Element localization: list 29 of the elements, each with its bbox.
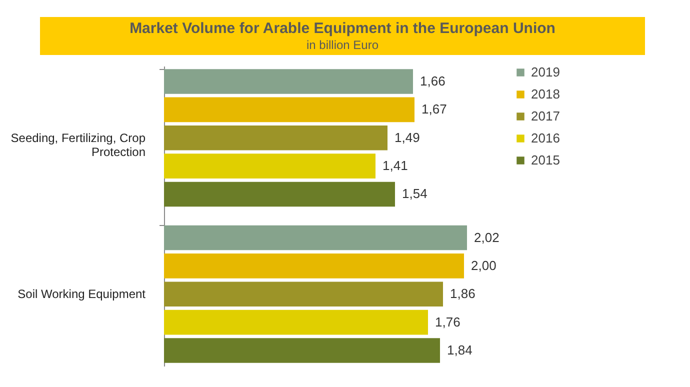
data-label: 1,49: [394, 130, 420, 145]
bar: [164, 97, 414, 122]
bar: [164, 254, 464, 278]
chart-subtitle: in billion Euro: [305, 38, 380, 52]
legend-label: 2018: [531, 86, 560, 102]
data-label: 1,86: [450, 286, 476, 302]
bar: [164, 125, 388, 150]
data-label: 1,76: [435, 314, 460, 330]
legend-label: 2019: [531, 64, 560, 80]
legend-label: 2016: [531, 130, 560, 146]
data-label: 2,00: [471, 258, 496, 273]
bar: [164, 282, 443, 307]
bar: [164, 69, 413, 94]
data-label: 1,41: [382, 158, 408, 174]
legend-label: 2015: [531, 152, 560, 168]
legend-label: 2017: [531, 108, 560, 124]
bar: [164, 225, 467, 250]
chart-title: Market Volume for Arable Equipment in the European Union: [128, 20, 556, 37]
bar: [164, 154, 376, 178]
y-tick-label: Seeding, Fertilizing, Crop Protection: [10, 130, 146, 159]
bar: [164, 182, 395, 207]
bar: [164, 310, 428, 335]
data-label: 2,02: [474, 230, 500, 245]
data-label: 1,66: [420, 74, 446, 89]
bar: [164, 338, 440, 363]
data-label: 1,84: [447, 342, 472, 358]
data-label: 1,67: [422, 102, 447, 117]
data-label: 1,54: [402, 186, 428, 202]
y-tick-label: Soil Working Equipment: [18, 287, 146, 302]
